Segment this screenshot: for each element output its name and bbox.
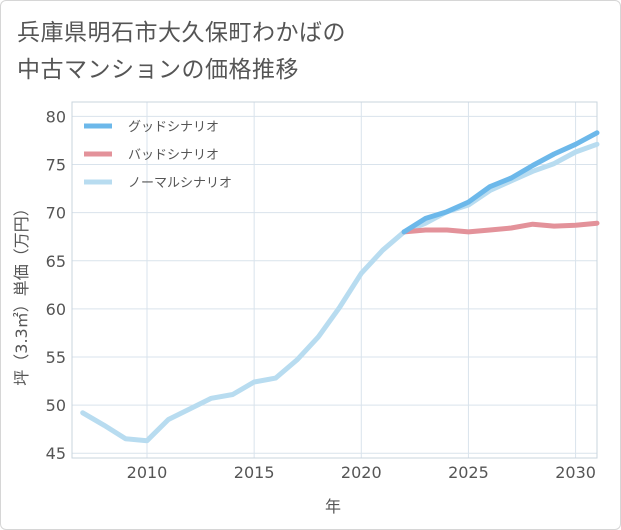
y-tick-label: 60 [46,300,66,319]
y-axis-ticks: 45 50 55 60 65 70 75 80 [46,107,66,463]
legend-label: ノーマルシナリオ [128,176,232,191]
series-line-1 [401,220,600,235]
y-tick-label: 80 [46,107,66,126]
x-tick-label: 2020 [341,463,382,482]
chart-title: 兵庫県明石市大久保町わかばの 中古マンションの価格推移 [17,15,346,89]
plot-frame [71,101,598,459]
x-axis-title: 年 [325,497,341,516]
x-tick-label: 2030 [555,463,596,482]
legend-label: バッドシナリオ [128,148,219,163]
x-axis-ticks: 2010 2015 2020 2025 2030 [127,463,596,482]
series-line-0 [401,130,600,235]
chart-title-line-1: 兵庫県明石市大久保町わかばの [17,20,346,46]
x-tick-label: 2010 [127,463,168,482]
y-tick-label: 50 [46,396,66,415]
series-line-2 [80,141,600,444]
chart-title-line-2: 中古マンションの価格推移 [17,57,299,83]
y-tick-label: 55 [46,348,66,367]
x-tick-label: 2025 [448,463,489,482]
series-lines [80,130,600,444]
y-tick-label: 70 [46,204,66,223]
gridlines [71,101,598,459]
y-axis-title: 坪（3.3㎡）単価（万円） [12,200,31,385]
legend-label: グッドシナリオ [128,120,219,135]
y-tick-label: 65 [46,252,66,271]
y-tick-label: 45 [46,444,66,463]
y-tick-label: 75 [46,156,66,175]
x-tick-label: 2015 [234,463,275,482]
